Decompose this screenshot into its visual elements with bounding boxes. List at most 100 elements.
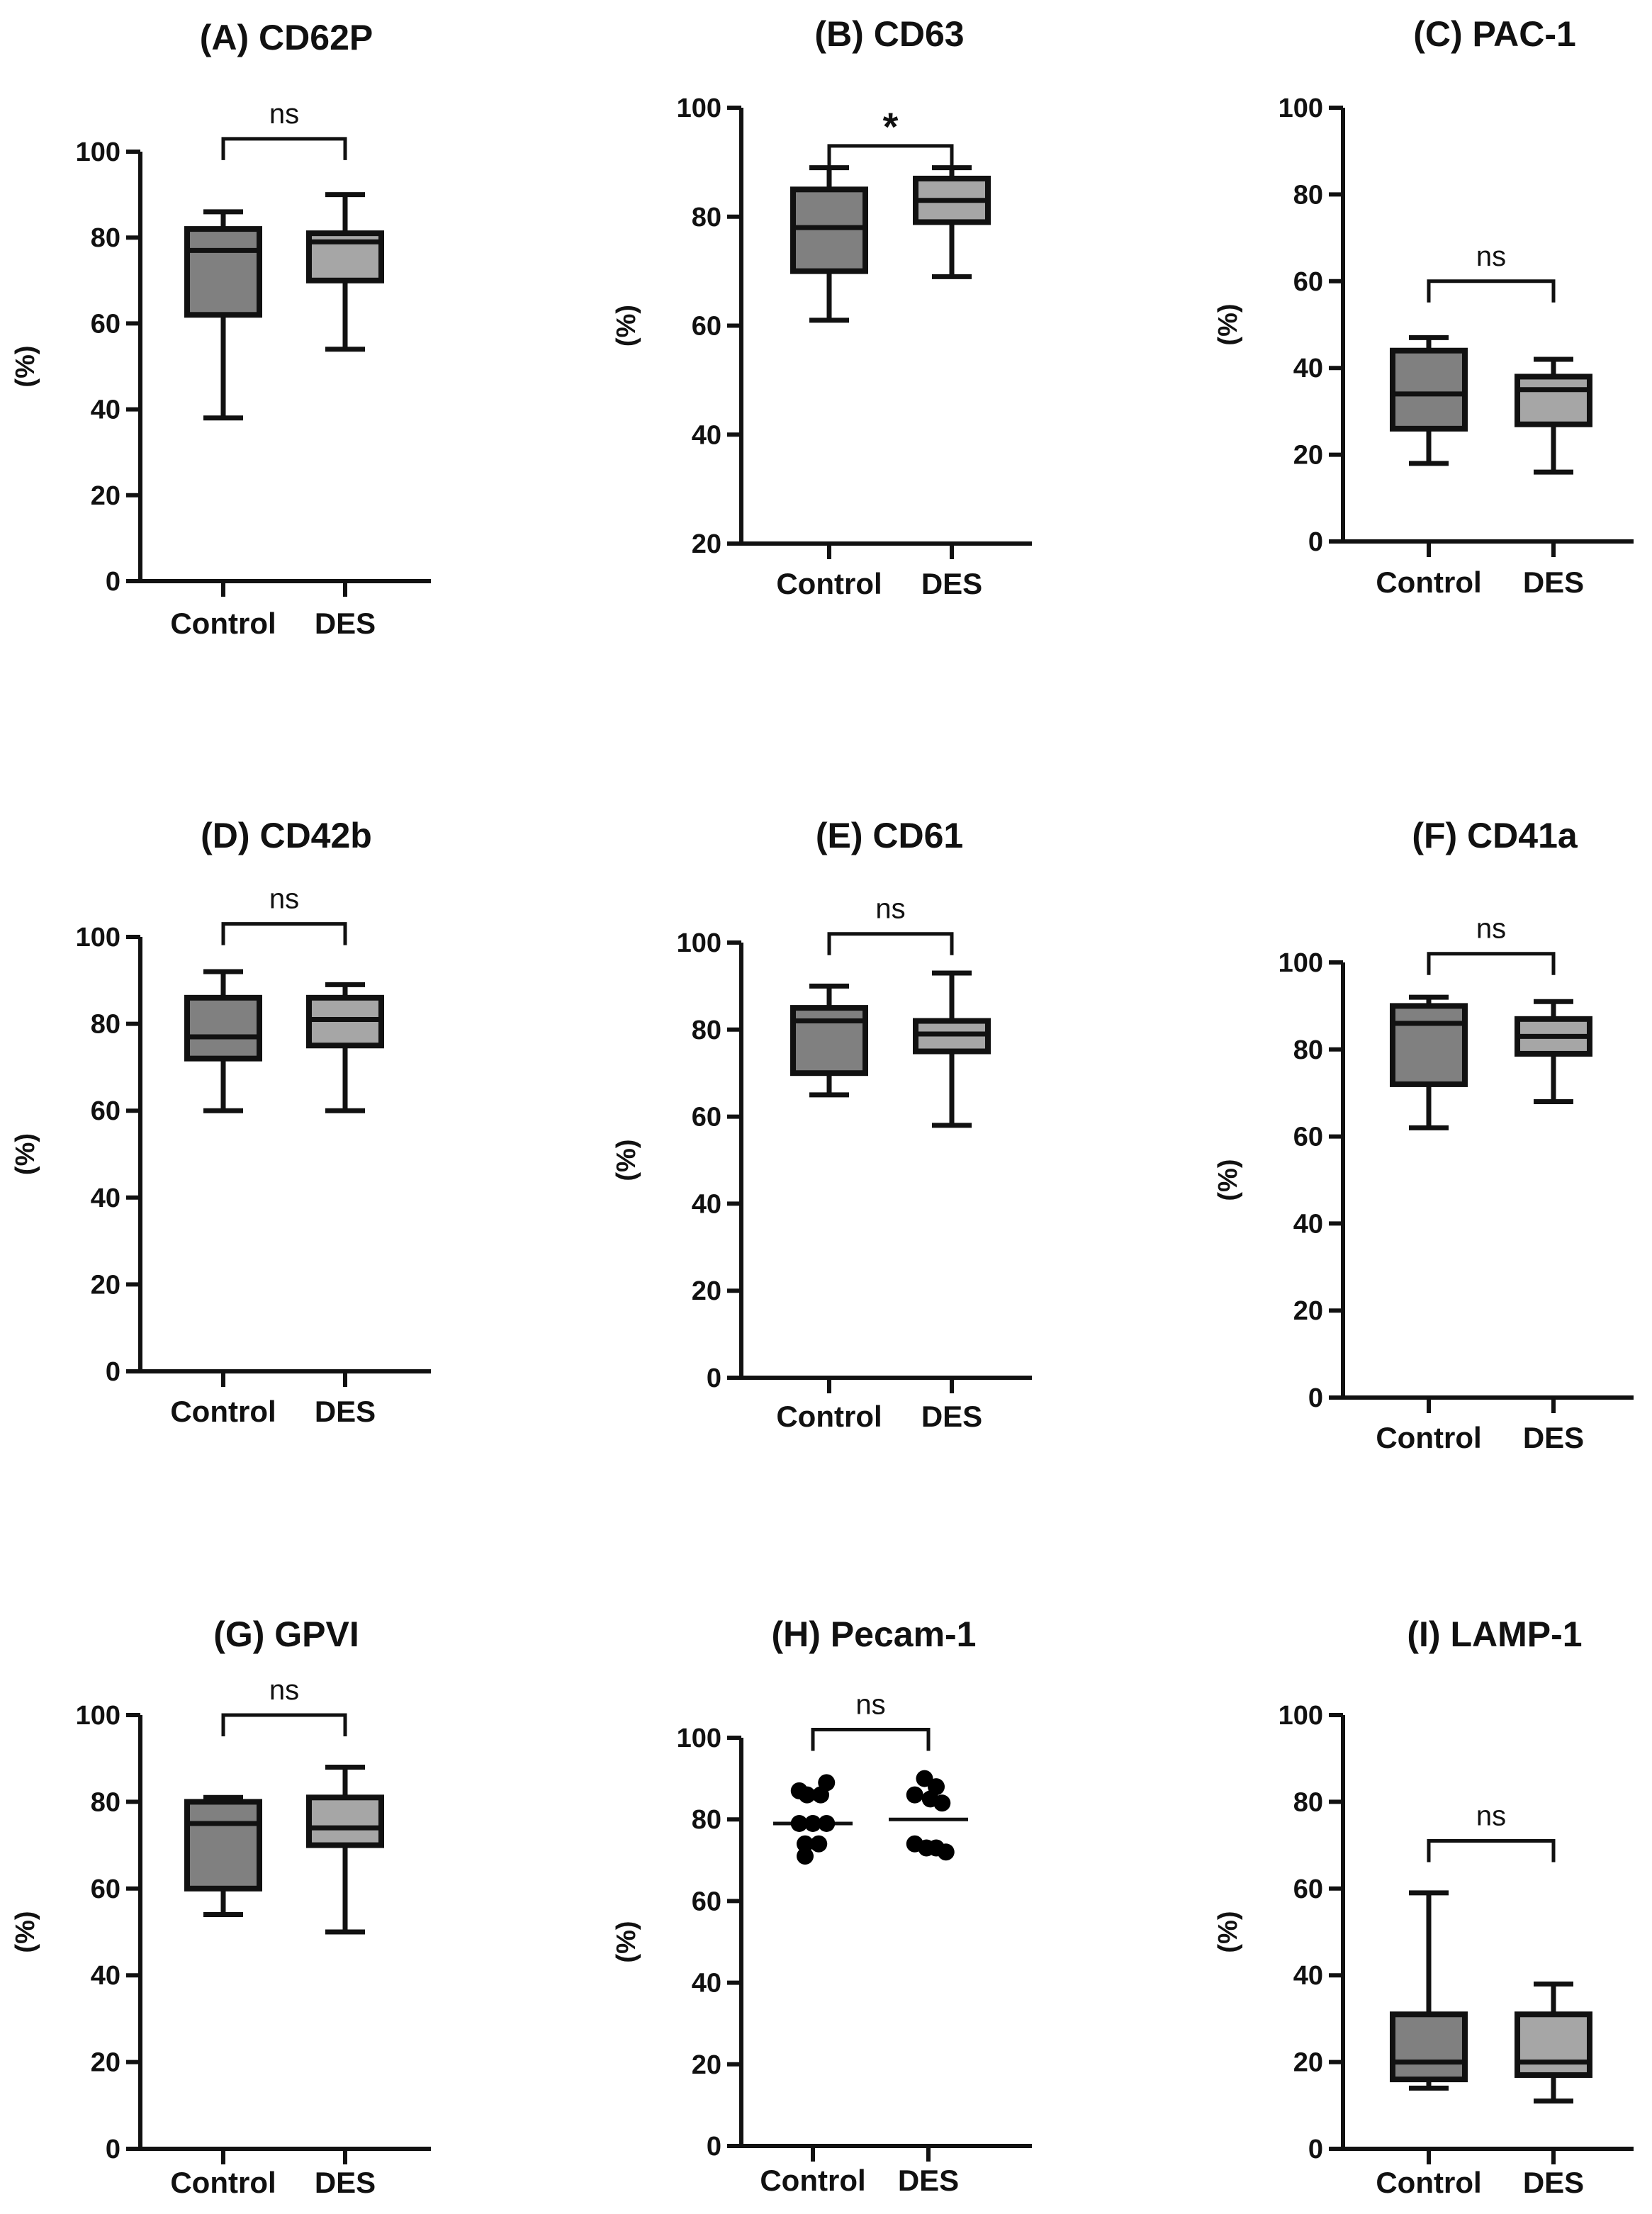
panel-g-significance-bracket	[221, 1713, 347, 1736]
panel-c-significance-bracket	[1427, 279, 1556, 303]
panel-d: (D) CD42b (%) 0 20 40 60 80 100 Control DES ns	[11, 816, 431, 1428]
panel-g-significance-label: ns	[269, 1675, 299, 1706]
panel-c-y-axis-label: (%)	[1213, 303, 1243, 345]
panel-h-y-tick-label-0: 0	[707, 2132, 721, 2162]
panel-e-box-control-iqr	[790, 1005, 868, 1077]
panel-h-category-label-des: DES	[898, 2164, 959, 2197]
panel-h-y-axis-label: (%)	[612, 1921, 641, 1962]
panel-b-category-label-des: DES	[921, 567, 982, 600]
panel-d-y-tick-label-60: 60	[91, 1096, 120, 1126]
panel-e-box-control	[790, 983, 868, 1098]
panel-d-y-tick-label-100: 100	[76, 923, 120, 953]
panel-i-y-tick-label-60: 60	[1293, 1875, 1323, 1904]
panel-g-y-axis-label: (%)	[11, 1911, 40, 1952]
panel-i-category-label-des: DES	[1523, 2166, 1584, 2199]
panel-h-category-label-control: Control	[760, 2164, 865, 2197]
panel-a-title: (A) CD62P	[200, 18, 373, 57]
panel-c-box-control-iqr	[1390, 347, 1468, 432]
panel-d-y-tick-label-40: 40	[91, 1184, 120, 1213]
panel-a-significance-label: ns	[269, 99, 299, 130]
panel-e-significance-label: ns	[875, 894, 905, 925]
panel-i-y-tick-label-0: 0	[1308, 2135, 1323, 2164]
panel-c-title: (C) PAC-1	[1413, 14, 1576, 54]
panel-a-y-tick-label-60: 60	[91, 309, 120, 339]
panel-c-y-tick-label-0: 0	[1308, 527, 1323, 557]
panel-e-significance-bracket	[827, 932, 954, 955]
panel-h-group-des	[889, 1770, 968, 1861]
panel-d-box-control-iqr	[184, 994, 262, 1062]
panel-a-box-des	[306, 192, 384, 352]
panel-i-box-control	[1390, 1890, 1468, 2091]
panel-c-y-tick-label-60: 60	[1293, 267, 1323, 297]
panel-h-group-control-point-2	[818, 1814, 836, 1832]
panel-h-y-tick-label-60: 60	[692, 1887, 721, 1916]
panel-e-y-tick-label-100: 100	[677, 928, 721, 958]
panel-h-group-control	[773, 1774, 853, 1865]
panel-e-category-label-control: Control	[776, 1400, 882, 1433]
panel-a-y-tick-label-100: 100	[76, 137, 120, 167]
panel-f-y-tick-label-80: 80	[1293, 1035, 1323, 1065]
panel-f-significance-label: ns	[1476, 914, 1506, 945]
panel-i-box-des	[1515, 1981, 1592, 2104]
panel-f-box-control-iqr	[1390, 1003, 1468, 1087]
panel-c-category-label-control: Control	[1376, 566, 1481, 599]
panel-b-y-tick-label-80: 80	[692, 203, 721, 232]
panel-g: (G) GPVI (%) 0 20 40 60 80 100 Control DES ns	[11, 1614, 431, 2199]
panel-e-y-tick-label-80: 80	[692, 1016, 721, 1045]
panel-b-y-tick-label-20: 20	[692, 529, 721, 559]
panel-g-title: (G) GPVI	[213, 1614, 359, 1654]
panel-h-y-tick-label-20: 20	[692, 2050, 721, 2080]
panel-e-y-axis-label: (%)	[612, 1139, 641, 1181]
panel-b: (B) CD63 (%) 20 40 60 80 100 Control DES *	[612, 14, 1032, 600]
panel-h-group-control-point-5	[818, 1774, 836, 1792]
panel-h-group-control-point-8	[810, 1835, 828, 1853]
panel-f: (F) CD41a (%) 0 20 40 60 80 100 Control DES ns	[1213, 816, 1634, 1454]
panel-e-category-label-des: DES	[921, 1400, 982, 1433]
panel-c-significance-label: ns	[1476, 241, 1506, 272]
panel-h-group-des-point-8	[937, 1843, 955, 1861]
panel-a-y-tick-label-80: 80	[91, 223, 120, 253]
panel-c-y-tick-label-100: 100	[1279, 94, 1323, 123]
panel-i-y-tick-label-80: 80	[1293, 1787, 1323, 1817]
panel-g-y-tick-label-20: 20	[91, 2048, 120, 2078]
panel-h-group-des-point-2	[906, 1786, 923, 1804]
panel-a-y-axis-label: (%)	[11, 345, 40, 387]
panel-h-group-des-point-4	[933, 1794, 951, 1812]
panel-a-y-tick-label-0: 0	[106, 567, 120, 597]
panel-c-y-tick-label-80: 80	[1293, 180, 1323, 210]
panel-g-category-label-des: DES	[315, 2166, 376, 2199]
panel-d-significance-label: ns	[269, 884, 299, 915]
panel-f-significance-bracket	[1427, 952, 1556, 975]
panel-b-box-des	[913, 165, 991, 279]
panel-i-significance-label: ns	[1476, 1800, 1506, 1831]
panel-b-category-label-control: Control	[776, 567, 882, 600]
panel-d-significance-bracket	[221, 922, 347, 945]
panel-h-y-tick-label-40: 40	[692, 1969, 721, 1999]
panel-b-box-control-iqr	[790, 186, 868, 274]
panel-h-group-control-point-9	[797, 1848, 814, 1865]
panel-g-y-tick-label-100: 100	[76, 1701, 120, 1731]
panel-f-y-tick-label-40: 40	[1293, 1209, 1323, 1239]
panel-a-box-control-iqr	[184, 226, 262, 318]
panel-d-y-axis-label: (%)	[11, 1133, 40, 1175]
panel-f-y-tick-label-0: 0	[1308, 1383, 1323, 1413]
panel-b-y-tick-label-60: 60	[692, 312, 721, 342]
panel-c-y-tick-label-20: 20	[1293, 441, 1323, 471]
panel-f-title: (F) CD41a	[1412, 816, 1578, 855]
panel-h-significance-label: ns	[855, 1689, 885, 1720]
panel-i-category-label-control: Control	[1376, 2166, 1481, 2199]
panel-g-box-des	[306, 1764, 384, 1935]
panel-g-y-tick-label-80: 80	[91, 1787, 120, 1817]
panel-b-y-axis-label: (%)	[612, 305, 641, 347]
panel-g-y-tick-label-40: 40	[91, 1961, 120, 1991]
panel-d-y-tick-label-80: 80	[91, 1010, 120, 1040]
panel-f-box-des	[1515, 999, 1592, 1104]
panel-d-y-tick-label-20: 20	[91, 1270, 120, 1300]
panel-c: (C) PAC-1 (%) 0 20 40 60 80 100 Control DES ns	[1213, 14, 1634, 599]
panel-f-y-tick-label-100: 100	[1279, 948, 1323, 978]
panel-i: (I) LAMP-1 (%) 0 20 40 60 80 100 Control DES ns	[1213, 1614, 1634, 2199]
panel-h-group-control-point-0	[790, 1814, 808, 1832]
panel-a-y-tick-label-40: 40	[91, 395, 120, 425]
panel-h-group-control-point-1	[804, 1814, 821, 1832]
